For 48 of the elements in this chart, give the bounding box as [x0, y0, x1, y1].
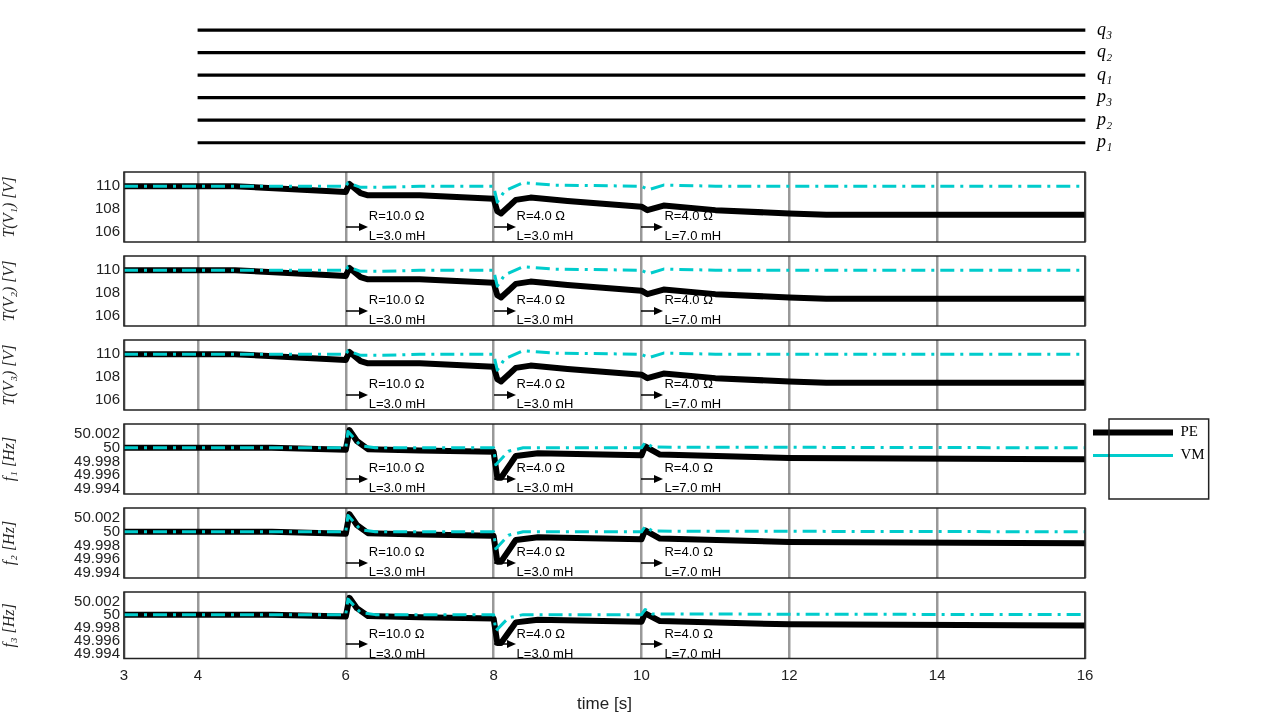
annotation: R=4.0 Ω L=3.0 mH	[516, 460, 574, 496]
y-tick-label: p₃	[1095, 86, 1113, 107]
annotation: R=4.0 Ω L=3.0 mH	[516, 208, 574, 244]
annotation: R=4.0 Ω L=3.0 mH	[516, 292, 574, 328]
y-tick-label: 110	[96, 260, 120, 278]
y-tick-label: q₁	[1097, 63, 1113, 84]
x-tick-label: 14	[928, 665, 946, 683]
y-tick-label: 108	[94, 283, 120, 301]
y-tick-label: 108	[94, 199, 120, 217]
y-tick-label: q₃	[1097, 18, 1113, 39]
annotation: R=4.0 Ω L=7.0 mH	[664, 625, 722, 661]
annotation: R=4.0 Ω L=3.0 mH	[516, 544, 574, 580]
annotation: R=10.0 Ω L=3.0 mH	[368, 376, 426, 412]
x-tick-label: 3	[119, 665, 129, 683]
x-tick-label: 8	[489, 665, 498, 683]
y-axis-title: f₂ [Hz]	[0, 520, 18, 566]
y-tick-label: 106	[94, 389, 120, 407]
y-axis-title: T(V₃) [V]	[0, 344, 18, 406]
y-tick-label: 110	[96, 344, 120, 362]
annotation: R=10.0 Ω L=3.0 mH	[368, 544, 426, 580]
y-tick-label: 50.002	[74, 591, 120, 609]
annotation: R=10.0 Ω L=3.0 mH	[368, 460, 426, 496]
x-tick-label: 12	[780, 665, 798, 683]
annotation: R=10.0 Ω L=3.0 mH	[368, 625, 426, 661]
annotation: R=10.0 Ω L=3.0 mH	[368, 292, 426, 328]
x-tick-label: 16	[1076, 665, 1094, 683]
y-axis-title: T(V₁) [V]	[0, 176, 18, 238]
annotation: R=4.0 Ω L=3.0 mH	[516, 376, 574, 412]
y-tick-label: q₂	[1097, 41, 1113, 62]
y-tick-label: 106	[94, 305, 120, 323]
y-tick-label: 110	[96, 176, 120, 194]
y-tick-label: 108	[94, 367, 120, 385]
x-tick-label: 10	[633, 665, 650, 683]
y-tick-label: p₂	[1095, 108, 1113, 129]
x-tick-label: 4	[193, 665, 203, 683]
annotation: R=4.0 Ω L=3.0 mH	[516, 625, 574, 661]
y-tick-label: p₁	[1095, 131, 1113, 152]
y-axis-title: f₃ [Hz]	[0, 603, 18, 648]
text: VM	[1180, 446, 1205, 463]
text: PE	[1180, 423, 1199, 440]
x-axis-title: time [s]	[577, 694, 632, 714]
y-tick-label: 106	[94, 221, 120, 239]
annotation: R=10.0 Ω L=3.0 mH	[368, 208, 426, 244]
annotation: R=4.0 Ω L=7.0 mH	[664, 544, 722, 580]
y-axis-title: f₁ [Hz]	[0, 436, 18, 482]
y-axis-title: T(V₂) [V]	[0, 260, 18, 322]
x-tick-label: 6	[341, 665, 350, 683]
annotation: R=4.0 Ω L=7.0 mH	[664, 460, 722, 496]
